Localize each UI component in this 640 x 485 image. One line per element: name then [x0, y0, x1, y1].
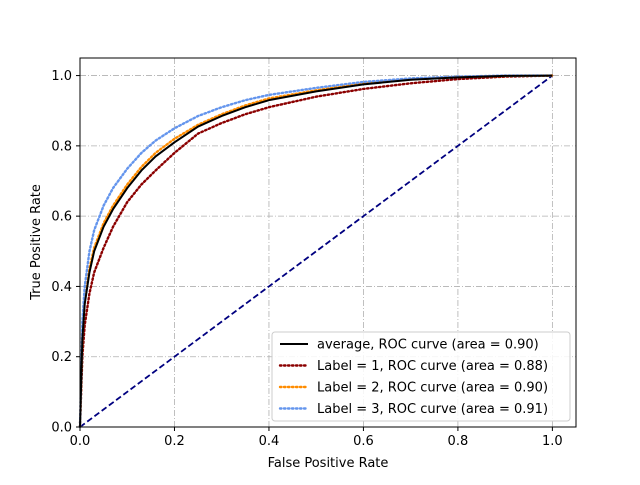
- series-line-3: [78, 74, 554, 429]
- x-tick-label: 0.2: [164, 434, 185, 449]
- x-tick-label: 0.8: [448, 434, 469, 449]
- x-tick-label: 0.6: [353, 434, 374, 449]
- x-tick-label: 1.0: [542, 434, 563, 449]
- x-axis-label: False Positive Rate: [268, 456, 389, 471]
- legend-label-1: Label = 1, ROC curve (area = 0.88): [317, 359, 548, 374]
- series-line-0: [79, 74, 553, 428]
- y-tick-label: 1.0: [51, 69, 72, 84]
- series-layer: [78, 74, 554, 429]
- x-tick-label: 0.4: [259, 434, 280, 449]
- y-tick-label: 0.2: [51, 350, 72, 365]
- axes-frame: [79, 57, 577, 428]
- y-axis-label: True Positive Rate: [29, 184, 44, 301]
- y-tick-label: 0.0: [51, 421, 72, 436]
- series-line-1: [78, 74, 554, 429]
- y-tick-label: 0.6: [51, 210, 72, 225]
- ticks: 0.0 0.2 0.4 0.6 0.8 1.0 0.0 0.2 0.4 0.6 0.8 1.0: [51, 69, 562, 449]
- diagonal-layer: [79, 74, 553, 428]
- legend-box: [271, 331, 571, 422]
- x-tick-label: 0.0: [70, 434, 91, 449]
- y-tick-label: 0.8: [51, 139, 72, 154]
- legend-label-0: average, ROC curve (area = 0.90): [317, 338, 539, 353]
- legend-label-2: Label = 2, ROC curve (area = 0.90): [317, 381, 548, 396]
- diagonal-reference-line: [79, 74, 553, 428]
- legend: average, ROC curve (area = 0.90) Label = …: [271, 331, 571, 422]
- y-tick-label: 0.4: [51, 280, 72, 295]
- legend-label-3: Label = 3, ROC curve (area = 0.91): [317, 402, 548, 417]
